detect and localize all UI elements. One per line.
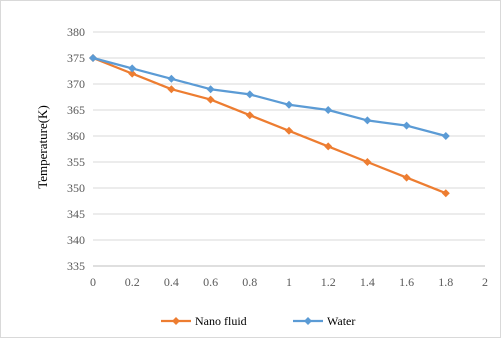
data-series <box>89 54 450 198</box>
y-tick-label: 335 <box>67 259 85 273</box>
data-point-water <box>363 116 372 125</box>
legend-label-water: Water <box>327 314 355 328</box>
y-tick-label: 355 <box>67 155 85 169</box>
data-point-water <box>324 106 333 114</box>
axes: 335 340 345 350 355 360 365 370 375 380 0 0.2 0.4 0.6… <box>67 25 488 289</box>
x-tick-label: 0.4 <box>164 275 179 289</box>
legend-marker-water <box>304 317 312 325</box>
data-point-water <box>128 64 137 73</box>
data-point-nano-fluid <box>324 142 333 151</box>
data-point-nano-fluid <box>128 69 137 78</box>
data-point-water <box>402 121 411 130</box>
series-nano-fluid <box>89 54 450 198</box>
data-point-nano-fluid <box>441 189 450 198</box>
legend-item-water: Water <box>293 314 355 328</box>
series-line-nano-fluid <box>92 56 447 195</box>
y-tick-label: 365 <box>67 103 85 117</box>
data-point-nano-fluid <box>245 111 254 120</box>
x-tick-label: 1 <box>286 275 292 289</box>
x-tick-label: 0.2 <box>125 275 140 289</box>
legend-item-nano-fluid: Nano fluid <box>161 314 247 328</box>
data-point-nano-fluid <box>285 126 293 135</box>
y-tick-label: 350 <box>67 181 85 195</box>
y-tick-label: 360 <box>67 129 85 143</box>
x-tick-label: 1.4 <box>360 275 375 289</box>
x-tick-label: 0 <box>90 275 96 289</box>
y-tick-label: 375 <box>67 51 85 65</box>
gridlines <box>93 31 485 241</box>
data-point-nano-fluid <box>363 158 372 166</box>
legend-label-nano-fluid: Nano fluid <box>195 314 247 328</box>
data-point-water <box>285 100 293 109</box>
y-tick-label: 340 <box>67 233 85 247</box>
data-point-water <box>245 90 254 99</box>
legend: Nano fluid Water <box>161 314 355 328</box>
legend-marker-nano-fluid <box>172 317 180 325</box>
x-tick-label: 0.6 <box>203 275 218 289</box>
x-tick-label: 2 <box>482 275 488 289</box>
data-point-water <box>441 132 450 140</box>
x-tick-label: 1.2 <box>321 275 336 289</box>
data-point-nano-fluid <box>206 95 215 104</box>
x-tick-label: 0.8 <box>242 275 257 289</box>
data-point-water <box>167 74 176 83</box>
x-tick-label: 1.6 <box>399 275 414 289</box>
data-point-nano-fluid <box>402 173 411 182</box>
y-tick-label: 345 <box>67 207 85 221</box>
x-tick-label: 1.8 <box>438 275 453 289</box>
data-point-water <box>206 85 215 94</box>
y-axis-title-group: Temperature(K) <box>35 105 50 189</box>
series-water <box>89 54 450 140</box>
y-tick-label: 370 <box>67 77 85 91</box>
data-point-nano-fluid <box>167 85 176 94</box>
y-axis-title: Temperature(K) <box>35 105 50 189</box>
y-tick-label: 380 <box>67 25 85 39</box>
data-point-water <box>89 54 97 62</box>
series-line-water <box>92 56 447 138</box>
